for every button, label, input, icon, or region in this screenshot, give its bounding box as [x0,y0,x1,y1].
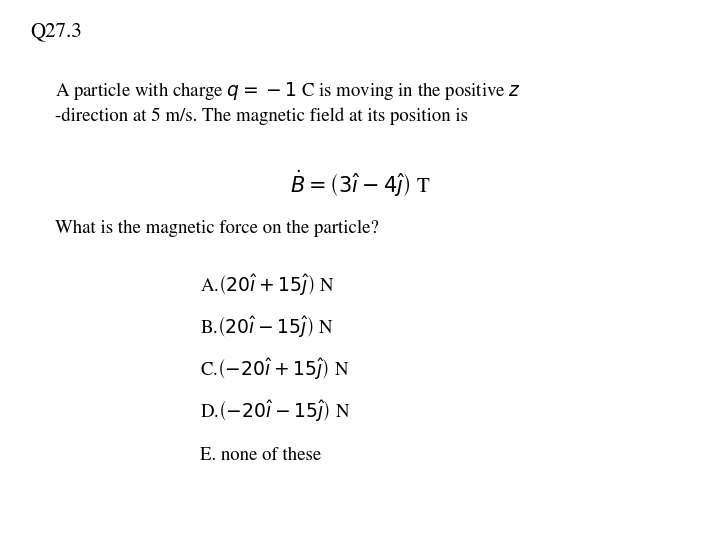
Text: $\dot{B} = \left(3\hat{\imath} - 4\hat{\jmath}\right)$ T: $\dot{B} = \left(3\hat{\imath} - 4\hat{\… [290,168,431,199]
Text: D.$\left(-20\hat{\imath}-15\hat{\jmath}\right)$ N: D.$\left(-20\hat{\imath}-15\hat{\jmath}\… [200,398,351,424]
Text: What is the magnetic force on the particle?: What is the magnetic force on the partic… [55,220,379,237]
Text: A.$\left(20\hat{\imath}+15\hat{\jmath}\right)$ N: A.$\left(20\hat{\imath}+15\hat{\jmath}\r… [200,272,335,298]
Text: Q27.3: Q27.3 [30,22,82,42]
Text: A particle with charge $q = -1$ C is moving in the positive $z$: A particle with charge $q = -1$ C is mov… [55,80,521,102]
Text: -direction at 5 m/s. The magnetic field at its position is: -direction at 5 m/s. The magnetic field … [55,107,468,125]
Text: E. none of these: E. none of these [200,447,321,464]
Text: B.$\left(20\hat{\imath}-15\hat{\jmath}\right)$ N: B.$\left(20\hat{\imath}-15\hat{\jmath}\r… [200,314,333,340]
Text: C.$\left(-20\hat{\imath}+15\hat{\jmath}\right)$ N: C.$\left(-20\hat{\imath}+15\hat{\jmath}\… [200,356,349,382]
